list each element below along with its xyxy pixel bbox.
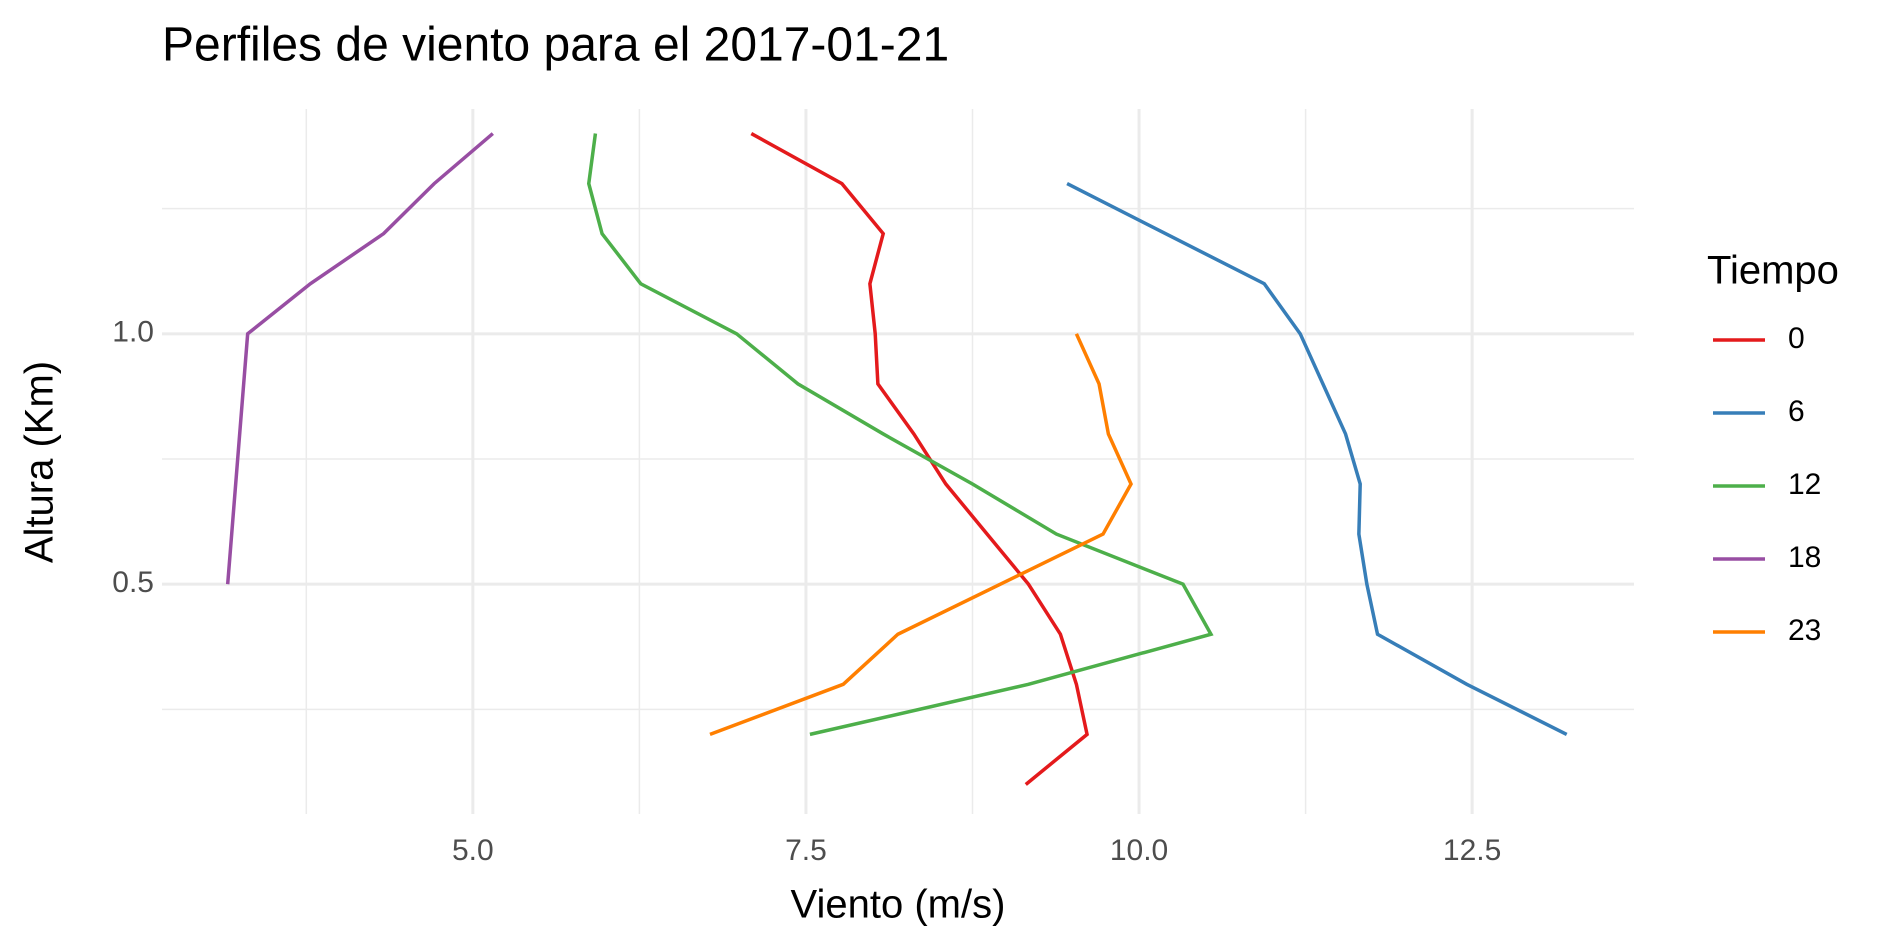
x-tick-label: 7.5 [785, 834, 827, 867]
x-axis-title: Viento (m/s) [791, 883, 1006, 927]
y-tick-label: 0.5 [112, 566, 154, 599]
x-tick-label: 12.5 [1443, 834, 1501, 867]
line [709, 333, 1133, 737]
x-tick-label: 10.0 [1110, 834, 1168, 867]
y-axis-title: Altura (Km) [18, 361, 62, 563]
x-tick-label: 5.0 [452, 834, 494, 867]
legend-label: 0 [1788, 322, 1805, 355]
legend-label: 12 [1788, 468, 1821, 501]
y-tick-label: 1.0 [112, 316, 154, 349]
legend-title: Tiempo [1707, 249, 1839, 293]
legend-label: 18 [1788, 541, 1821, 574]
line [586, 133, 1214, 737]
legend-label: 23 [1788, 614, 1821, 647]
line [225, 132, 494, 585]
line [1066, 182, 1568, 736]
legend-label: 6 [1788, 395, 1805, 428]
chart-title: Perfiles de viento para el 2017-01-21 [162, 19, 949, 72]
